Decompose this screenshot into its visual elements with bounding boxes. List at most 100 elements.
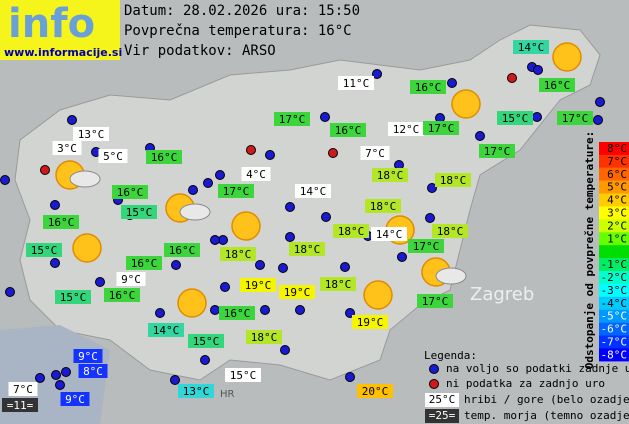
station-temp: 16°C xyxy=(131,257,158,270)
station-labels: 14°C 16°C 16°C 11°C 17°C 16°C 12°C 17°C 15°C 17°C… xyxy=(2,40,593,412)
station-temp: 13°C xyxy=(78,128,105,141)
station-label-bg xyxy=(178,384,214,398)
station-temp: 9°C xyxy=(65,393,85,406)
logo: info xyxy=(8,1,95,47)
station-label-bg xyxy=(240,278,276,292)
station-label-bg xyxy=(60,392,90,406)
station-temp: 15°C xyxy=(126,206,153,219)
station-temp: 17°C xyxy=(422,295,449,308)
station-temp: 15°C xyxy=(230,369,257,382)
station-temp: 14°C xyxy=(300,185,327,198)
station-temp: 15°C xyxy=(193,335,220,348)
station-label-bg xyxy=(218,184,254,198)
scale-swatch xyxy=(599,232,629,246)
station-temp: 18°C xyxy=(338,225,365,238)
scale-label: -4°C xyxy=(601,297,628,310)
station-dot xyxy=(95,277,105,287)
station-temp: 9°C xyxy=(78,350,98,363)
scale-swatch xyxy=(599,309,629,323)
station-temp: 17°C xyxy=(279,113,306,126)
station-label-bg xyxy=(295,184,331,198)
station-temp: 15°C xyxy=(31,244,58,257)
scale-label: 3°C xyxy=(607,207,627,220)
station-temp: 15°C xyxy=(60,291,87,304)
station-temp: 18°C xyxy=(325,278,352,291)
sun-icon xyxy=(451,89,481,119)
legend-text: ni podatka za zadnjo uro xyxy=(446,377,605,390)
station-label-bg xyxy=(148,323,184,337)
station-label-bg xyxy=(513,40,549,54)
station-temp: 17°C xyxy=(484,145,511,158)
legend-text: na voljo so podatki zadnje ure xyxy=(446,362,629,375)
scale-title: Odstopanje od povprečne temperature: xyxy=(583,131,596,369)
station-label-bg xyxy=(497,111,533,125)
station-label-bg xyxy=(279,285,315,299)
site-url: www.informacije.si xyxy=(4,46,122,59)
station-dot-missing xyxy=(507,73,517,83)
scale-label: -2°C xyxy=(601,271,628,284)
station-temp: 19°C xyxy=(245,279,272,292)
scale-label: 8°C xyxy=(607,142,627,155)
station-dot xyxy=(210,235,220,245)
station-dot xyxy=(285,232,295,242)
station-label-bg xyxy=(360,146,390,160)
station-label-bg xyxy=(188,334,224,348)
station-label-bg xyxy=(557,111,593,125)
scale-label: -6°C xyxy=(601,323,628,336)
station-dot xyxy=(255,260,265,270)
scale-label: -7°C xyxy=(601,336,628,349)
station-label-bg xyxy=(410,80,446,94)
station-label-bg xyxy=(126,256,162,270)
scale-swatch xyxy=(599,142,629,155)
station-dot xyxy=(533,65,543,75)
station-label-bg xyxy=(225,368,261,382)
scale-swatch xyxy=(599,180,629,194)
station-label-bg xyxy=(8,382,38,396)
station-temp: 18°C xyxy=(251,331,278,344)
station-label-bg xyxy=(408,239,444,253)
scale-swatch xyxy=(599,193,629,207)
sun-icon xyxy=(552,42,582,72)
station-dot xyxy=(210,305,220,315)
station-label-bg xyxy=(78,364,108,378)
station-dot xyxy=(171,260,181,270)
station-temp: 16°C xyxy=(48,216,75,229)
source-line: Vir podatkov: ARSO xyxy=(124,43,276,59)
station-dot xyxy=(593,115,603,125)
station-label-bg xyxy=(289,242,325,256)
station-dot xyxy=(260,305,270,315)
country-label: HR xyxy=(220,389,235,400)
station-label-bg xyxy=(423,121,459,135)
station-dot xyxy=(170,375,180,385)
weather-icons xyxy=(55,42,582,318)
station-dot xyxy=(61,367,71,377)
scale-swatch xyxy=(599,206,629,220)
station-dot-missing xyxy=(328,148,338,158)
station-temp: 15°C xyxy=(502,112,529,125)
station-temp: 17°C xyxy=(562,112,589,125)
scale-label: -1°C xyxy=(601,258,628,271)
station-label-bg xyxy=(241,167,271,181)
station-label-bg xyxy=(26,243,62,257)
station-temp: 16°C xyxy=(544,79,571,92)
station-temp: 9°C xyxy=(121,273,141,286)
station-temp: 14°C xyxy=(153,324,180,337)
station-label-bg xyxy=(73,349,103,363)
legend-dot xyxy=(429,379,439,389)
station-dot xyxy=(35,373,45,383)
station-dot xyxy=(321,212,331,222)
station-temp: 19°C xyxy=(357,316,384,329)
scale-label: 1°C xyxy=(607,232,627,245)
scale-swatch xyxy=(599,271,629,284)
station-label-bg xyxy=(432,224,468,238)
station-dot xyxy=(340,262,350,272)
color-scale: 8°C7°C6°C5°C4°C3°C2°C1°C -1°C-2°C-3°C-4°C… xyxy=(599,142,629,362)
station-label-bg xyxy=(338,76,374,90)
station-temp: 18°C xyxy=(440,174,467,187)
station-temp: 19°C xyxy=(284,286,311,299)
station-dot xyxy=(188,185,198,195)
scale-swatch xyxy=(599,154,629,168)
station-label-bg xyxy=(73,127,109,141)
station-dot xyxy=(200,355,210,365)
